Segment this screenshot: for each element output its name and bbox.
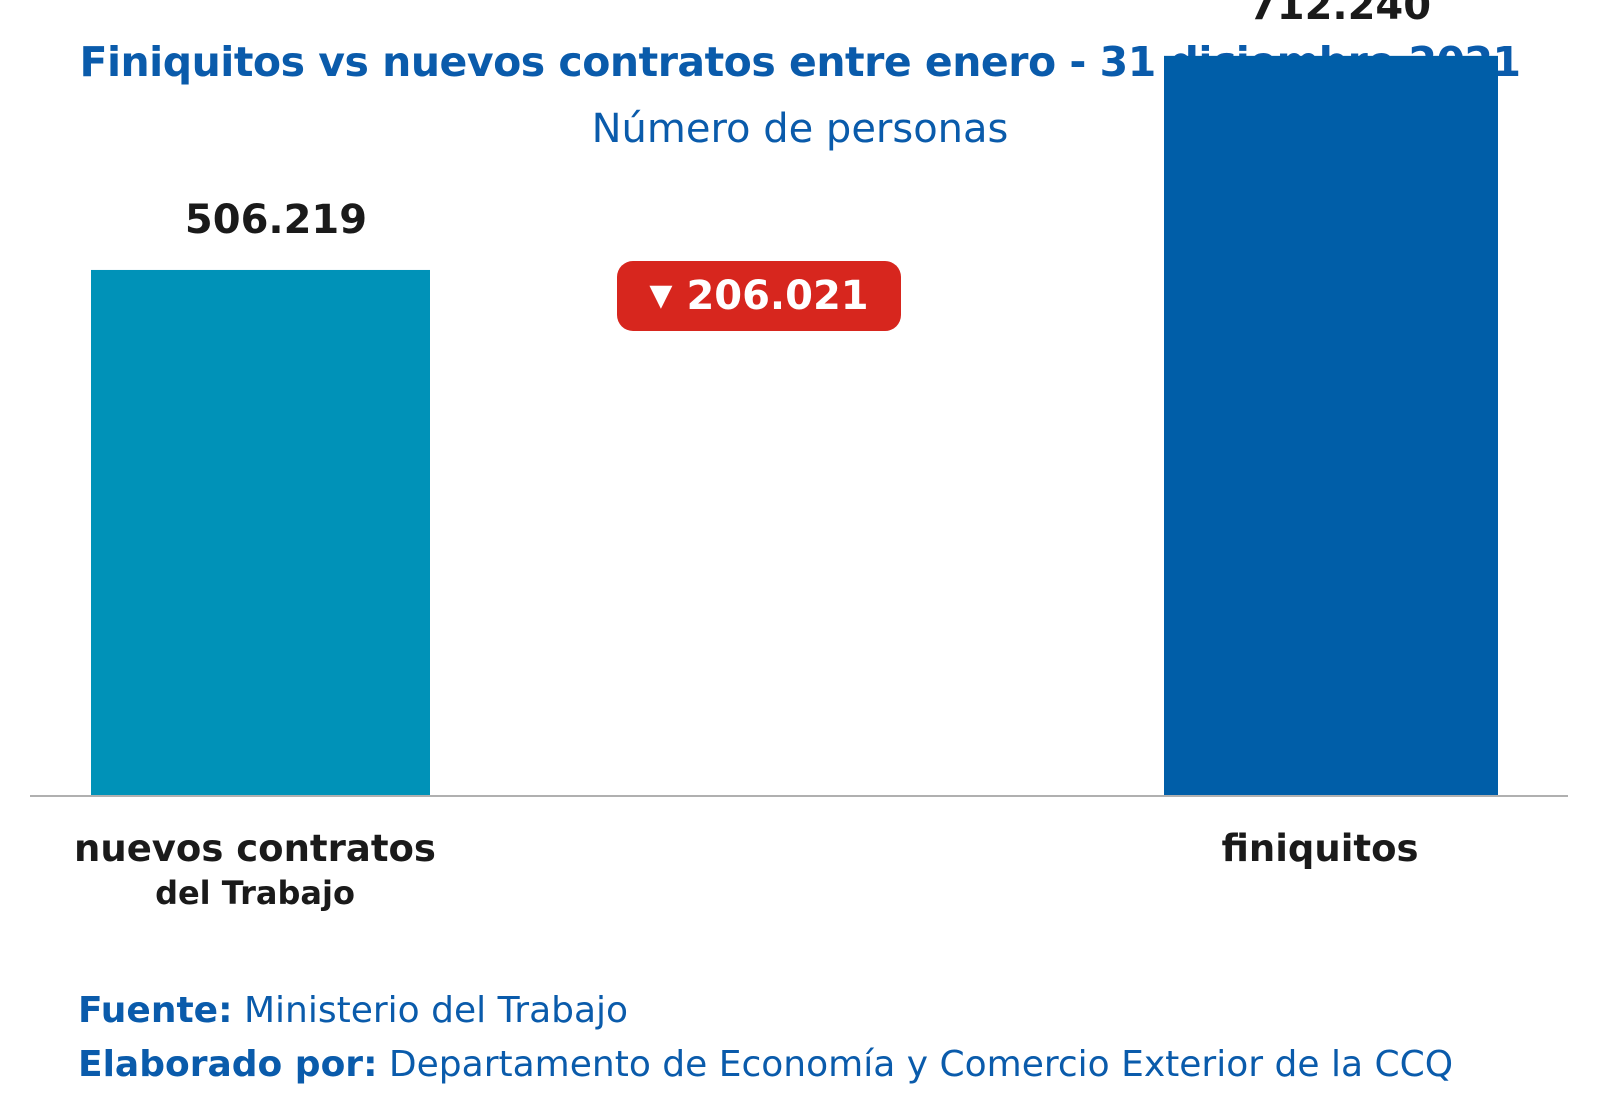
author-note: Elaborado por: Departamento de Economía …	[78, 1044, 1453, 1085]
category-label-finiquitos: finiquitos	[1120, 826, 1520, 872]
source-value: Ministerio del Trabajo	[243, 990, 629, 1031]
bar-nuevos-contratos	[91, 269, 430, 796]
difference-badge: ▼ 206.021	[617, 261, 901, 331]
down-triangle-icon: ▼	[649, 278, 673, 313]
category-label-line: del Trabajo	[155, 874, 355, 912]
bars-layer	[91, 55, 1498, 797]
bar-value-label: 506.219	[185, 197, 367, 243]
difference-value: 206.021	[686, 273, 869, 319]
category-label-line: finiquitos	[1221, 827, 1419, 870]
source-note: Fuente: Ministerio del Trabajo	[78, 990, 628, 1031]
author-key: Elaborado por:	[78, 1044, 378, 1085]
bar-value-label: 712.240	[1249, 0, 1431, 29]
category-label-nuevos-contratos: nuevos contratos del Trabajo	[40, 826, 470, 914]
source-key: Fuente:	[78, 990, 233, 1031]
author-value: Departamento de Economía y Comercio Exte…	[388, 1044, 1454, 1085]
chart-subtitle: Número de personas	[591, 106, 1009, 152]
bar-finiquitos	[1164, 55, 1498, 797]
value-labels-layer: 506.219 712.240	[185, 0, 1431, 243]
category-label-line: nuevos contratos	[74, 827, 436, 870]
